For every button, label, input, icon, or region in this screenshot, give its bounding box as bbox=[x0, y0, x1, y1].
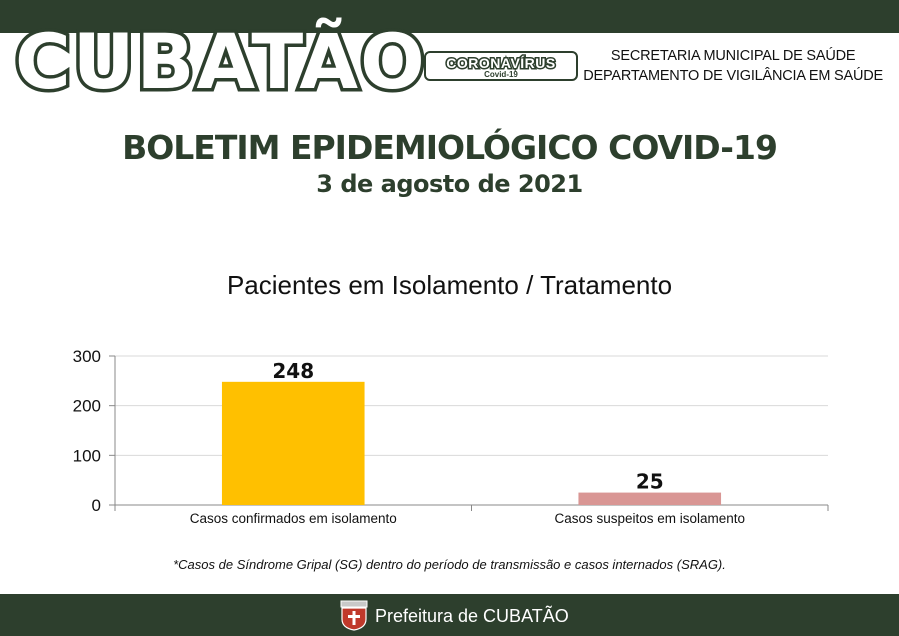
bar-chart: 0 100 200 300 248 Casos confirmados em isolam… bbox=[73, 347, 829, 526]
department-line-1: SECRETARIA MUNICIPAL DE SAÚDE bbox=[610, 48, 856, 64]
badge-subtitle: Covid-19 bbox=[484, 70, 518, 79]
department-line-2: DEPARTAMENTO DE VIGILÂNCIA EM SAÚDE bbox=[583, 68, 883, 84]
bulletin-date: 3 de agosto de 2021 bbox=[316, 170, 583, 198]
data-label: 25 bbox=[636, 470, 664, 494]
data-label: 248 bbox=[272, 359, 314, 383]
city-crest-icon bbox=[340, 600, 368, 631]
footer-text: Prefeitura de CUBATÃO bbox=[375, 606, 569, 626]
y-tick-label: 100 bbox=[73, 446, 101, 465]
category-label: Casos confirmados em isolamento bbox=[190, 511, 397, 526]
footnote: *Casos de Síndrome Gripal (SG) dentro do… bbox=[173, 557, 726, 572]
y-tick-label: 200 bbox=[73, 397, 101, 416]
y-tick-label: 0 bbox=[92, 496, 101, 515]
badge-title: CORONAVÍRUS bbox=[445, 54, 557, 73]
y-tick-label: 300 bbox=[73, 347, 101, 366]
coronavirus-badge: CORONAVÍRUS Covid-19 bbox=[424, 51, 578, 81]
category-label: Casos suspeitos em isolamento bbox=[554, 511, 745, 526]
bottom-band bbox=[0, 594, 899, 636]
bulletin-title: BOLETIM EPIDEMIOLÓGICO COVID-19 bbox=[122, 128, 778, 167]
top-band bbox=[0, 0, 899, 33]
department-info: SECRETARIA MUNICIPAL DE SAÚDE DEPARTAMEN… bbox=[583, 46, 883, 86]
bar bbox=[578, 492, 722, 505]
chart-title: Pacientes em Isolamento / Tratamento bbox=[226, 270, 673, 300]
cubatao-logo: CUBATÃO bbox=[12, 17, 429, 106]
bar bbox=[221, 381, 365, 505]
logo-text: CUBATÃO bbox=[12, 17, 429, 106]
